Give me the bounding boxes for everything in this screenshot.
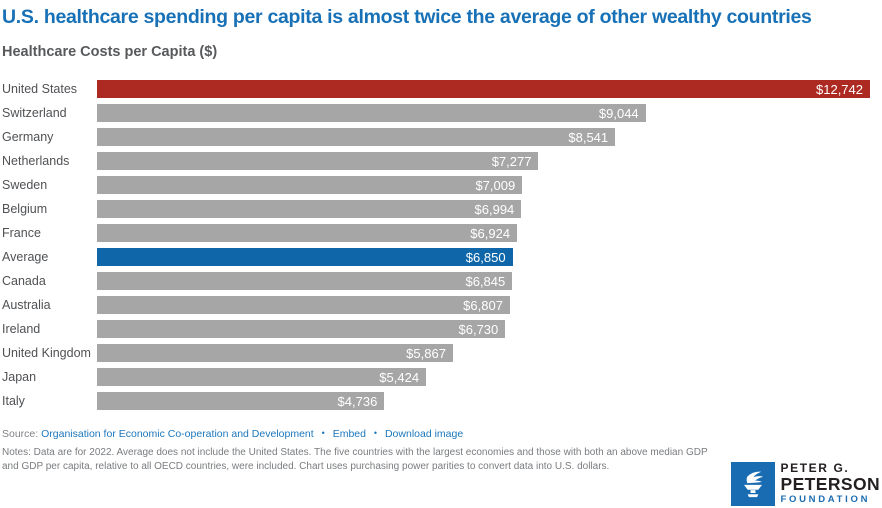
category-label: Canada [2, 274, 46, 288]
bar-row: Japan $5,424 [2, 365, 882, 389]
bar-chart: United States $12,742 Switzerland $9,044 Ger… [2, 77, 882, 413]
bar-row: Netherlands $7,277 [2, 149, 882, 173]
bar-row: Germany $8,541 [2, 125, 882, 149]
bar-italy: $4,736 [97, 392, 385, 410]
bar-value-label: $8,541 [568, 129, 609, 145]
pgpf-logo: PETER G. PETERSON FOUNDATION [730, 462, 880, 506]
bar-row: Average $6,850 [2, 245, 882, 269]
category-label: Average [2, 250, 49, 264]
bar-track: $12,742 [97, 80, 870, 98]
bar-france: $6,924 [97, 224, 518, 242]
bar-row: United Kingdom $5,867 [2, 341, 882, 365]
bar-track: $8,541 [97, 128, 870, 146]
bar-average: $6,850 [97, 248, 513, 266]
bar-track: $6,924 [97, 224, 870, 242]
category-label: Sweden [2, 178, 48, 192]
bar-belgium: $6,994 [97, 200, 522, 218]
bar-row: Sweden $7,009 [2, 173, 882, 197]
bar-track: $9,044 [97, 104, 870, 122]
bar-value-label: $6,845 [465, 273, 506, 289]
bar-track: $5,424 [97, 368, 870, 386]
bar-value-label: $5,867 [406, 345, 446, 361]
bar-united-kingdom: $5,867 [97, 344, 453, 362]
bar-track: $7,009 [97, 176, 870, 194]
bar-track: $6,807 [97, 296, 870, 314]
embed-link[interactable]: Embed [332, 428, 366, 440]
bar-united-states: $12,742 [97, 80, 870, 98]
bar-row: Ireland $6,730 [2, 317, 882, 341]
category-label: Belgium [2, 202, 48, 216]
category-label: Netherlands [2, 154, 70, 168]
bar-value-label: $6,807 [463, 297, 503, 313]
logo-line2: PETERSON [780, 474, 880, 494]
bar-value-label: $7,277 [491, 153, 532, 169]
bar-value-label: $6,730 [458, 321, 499, 337]
source-link[interactable]: Organisation for Economic Co-operation a… [41, 428, 314, 440]
bar-ireland: $6,730 [97, 320, 506, 338]
logo-text: PETER G. PETERSON FOUNDATION [781, 462, 880, 506]
bar-switzerland: $9,044 [97, 104, 646, 122]
category-label: France [2, 226, 41, 240]
bar-value-label: $6,994 [474, 201, 515, 217]
bar-japan: $5,424 [97, 368, 427, 386]
bar-track: $6,730 [97, 320, 870, 338]
bar-track: $6,850 [97, 248, 870, 266]
bar-value-label: $9,044 [598, 105, 639, 121]
separator-dot: • [321, 428, 325, 438]
chart-footer: Source: Organisation for Economic Co-ope… [2, 428, 882, 474]
category-label: Ireland [2, 322, 41, 336]
bar-track: $7,277 [97, 152, 870, 170]
bar-row: France $6,924 [2, 221, 882, 245]
bar-row: Switzerland $9,044 [2, 101, 882, 125]
category-label: Italy [2, 394, 25, 408]
page-title: U.S. healthcare spending per capita is a… [2, 6, 812, 28]
bar-value-label: $5,424 [379, 369, 420, 385]
bar-sweden: $7,009 [97, 176, 523, 194]
source-label: Source: [2, 428, 39, 440]
bar-row: United States $12,742 [2, 77, 882, 101]
bar-value-label: $7,009 [475, 177, 516, 193]
bar-value-label: $4,736 [337, 393, 378, 409]
bar-row: Italy $4,736 [2, 389, 882, 413]
download-image-link[interactable]: Download image [384, 428, 464, 440]
separator-dot: • [373, 428, 378, 438]
category-label: Switzerland [2, 106, 67, 120]
bar-track: $6,845 [97, 272, 870, 290]
logo-line3: FOUNDATION [780, 494, 871, 505]
bar-track: $5,867 [97, 344, 870, 362]
bar-netherlands: $7,277 [97, 152, 539, 170]
bar-canada: $6,845 [97, 272, 513, 290]
bar-row: Belgium $6,994 [2, 197, 882, 221]
bar-value-label: $6,924 [470, 225, 511, 241]
category-label: Japan [2, 370, 37, 384]
bar-value-label: $6,850 [465, 249, 506, 265]
bar-row: Australia $6,807 [2, 293, 882, 317]
chart-subtitle: Healthcare Costs per Capita ($) [2, 44, 218, 60]
source-line: Source: Organisation for Economic Co-ope… [2, 428, 882, 440]
bar-australia: $6,807 [97, 296, 510, 314]
torch-icon [730, 462, 775, 506]
bar-row: Canada $6,845 [2, 269, 882, 293]
category-label: United States [2, 82, 78, 96]
logo-line1: PETER G. [780, 461, 850, 475]
category-label: Germany [2, 130, 54, 144]
bar-track: $4,736 [97, 392, 870, 410]
category-label: Australia [2, 298, 51, 312]
bar-germany: $8,541 [97, 128, 616, 146]
bar-track: $6,994 [97, 200, 870, 218]
bar-value-label: $12,742 [816, 81, 863, 97]
category-label: United Kingdom [2, 346, 91, 360]
notes-text: Notes: Data are for 2022. Average does n… [2, 447, 708, 472]
